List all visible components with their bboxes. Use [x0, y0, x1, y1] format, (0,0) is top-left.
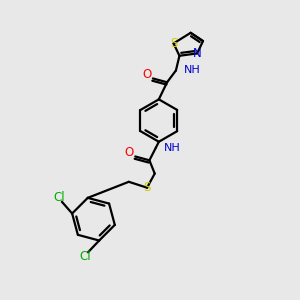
- Text: N: N: [193, 47, 202, 60]
- Text: Cl: Cl: [53, 191, 65, 204]
- Text: O: O: [124, 146, 134, 159]
- Text: NH: NH: [184, 65, 201, 75]
- Text: S: S: [170, 37, 177, 50]
- Text: S: S: [143, 181, 151, 194]
- Text: NH: NH: [164, 142, 181, 153]
- Text: Cl: Cl: [79, 250, 91, 263]
- Text: O: O: [142, 68, 152, 81]
